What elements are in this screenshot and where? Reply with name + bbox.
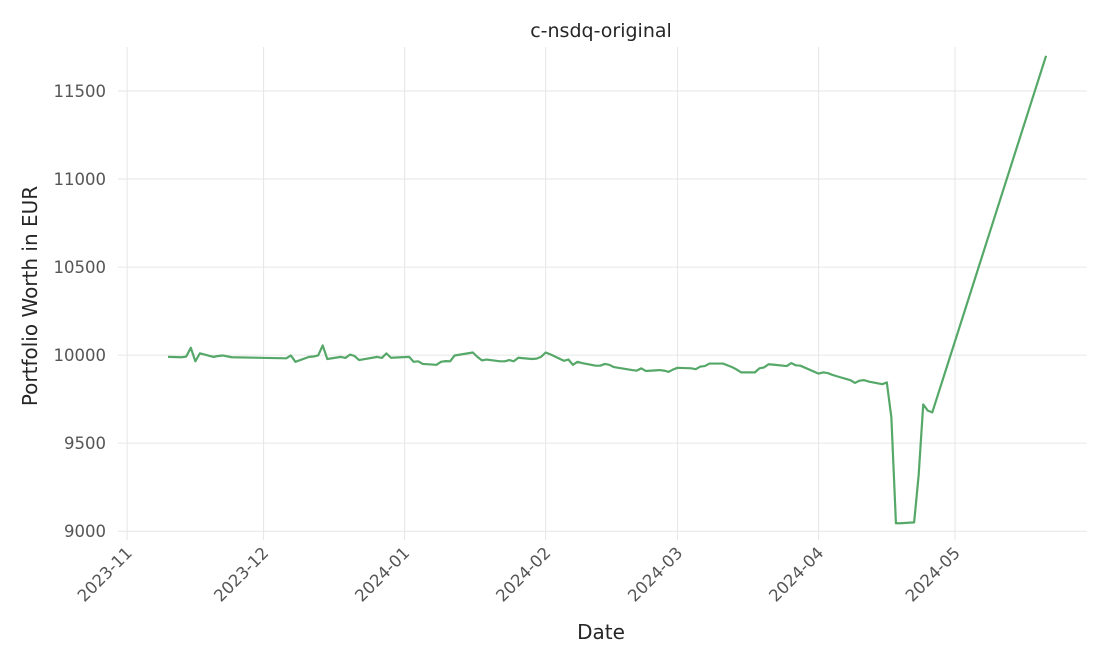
x-tick-label: 2023-12 — [210, 543, 272, 605]
x-tick-label: 2024-02 — [492, 543, 554, 605]
chart-title: c-nsdq-original — [530, 20, 672, 42]
x-tick-label: 2024-01 — [351, 543, 413, 605]
x-tick-label: 2023-11 — [74, 543, 136, 605]
y-tick-label: 9500 — [64, 434, 106, 453]
y-tick-labels: 9000 9500 10000 10500 11000 11500 — [54, 82, 107, 541]
x-tick-label: 2024-03 — [624, 543, 686, 605]
y-tick-label: 11000 — [54, 170, 107, 189]
y-axis-label: Portfolio Worth in EUR — [18, 186, 42, 406]
grid-lines — [118, 47, 1087, 540]
y-tick-label: 10500 — [54, 258, 107, 277]
y-tick-label: 10000 — [54, 346, 107, 365]
y-tick-label: 11500 — [54, 82, 107, 101]
x-tick-label: 2024-04 — [765, 543, 827, 605]
x-axis-label: Date — [577, 620, 625, 644]
series-line — [168, 55, 1048, 525]
series-layer — [168, 55, 1048, 525]
y-tick-label: 9000 — [64, 522, 106, 541]
x-tick-labels: 2023-11 2023-12 2024-01 2024-02 2024-03 2024-… — [74, 543, 964, 605]
x-tick-label: 2024-05 — [902, 543, 964, 605]
